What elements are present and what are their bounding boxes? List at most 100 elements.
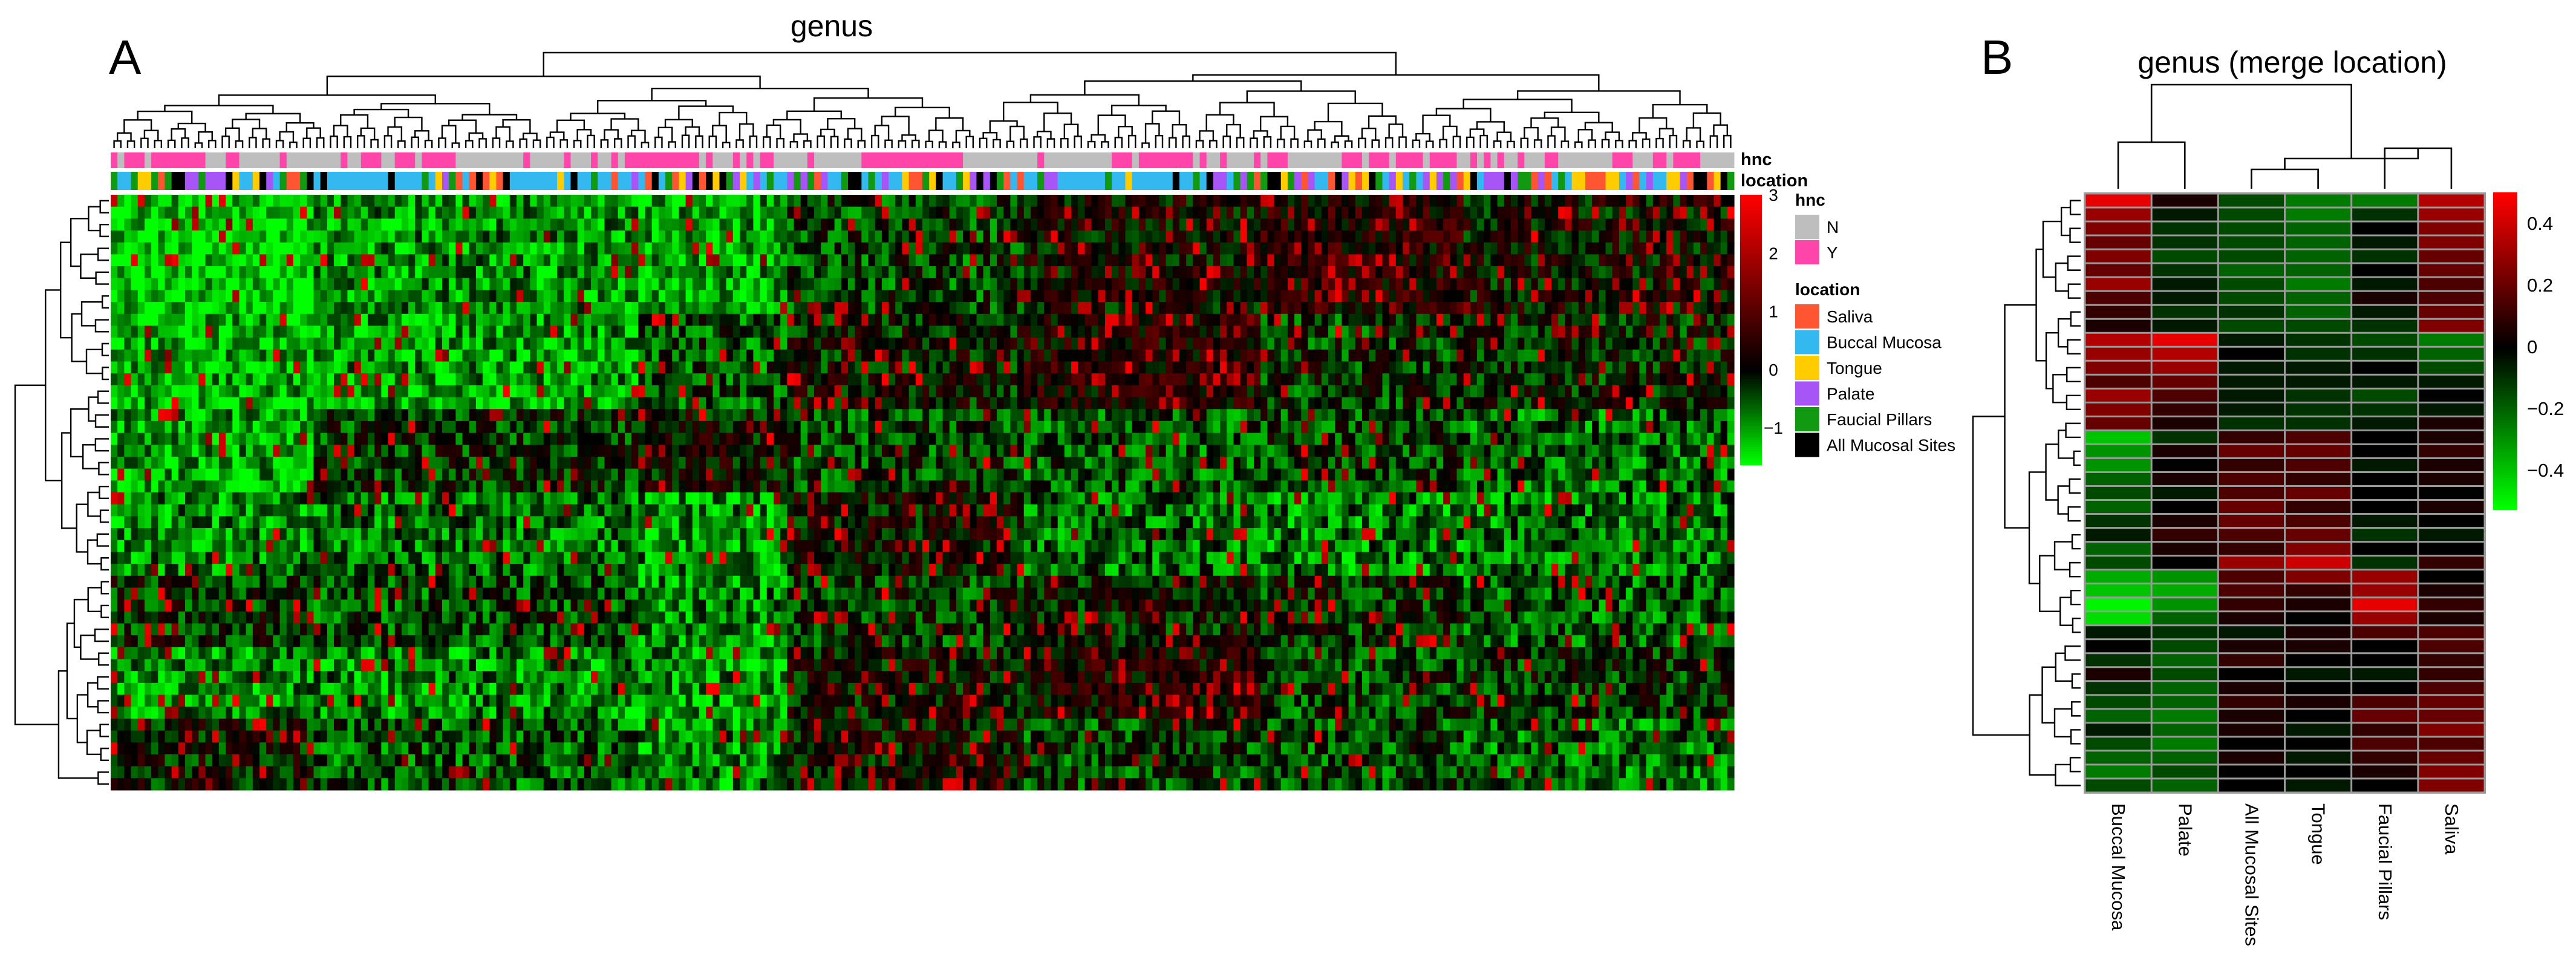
heatmap-cell [1030, 290, 1038, 302]
heatmap-cell [226, 242, 233, 255]
heatmap-cell [226, 254, 233, 267]
heatmap-cell [1328, 242, 1335, 255]
heatmap-cell [1693, 206, 1701, 219]
dendrogram-branch [249, 137, 257, 148]
heatmap-cell [1646, 254, 1654, 267]
heatmap-cell [997, 218, 1004, 231]
location-annotation-cell [584, 172, 592, 190]
heatmap-cell [266, 338, 273, 350]
heatmap-cell [489, 206, 497, 219]
heatmap-cell [895, 313, 903, 327]
heatmap-cell [1456, 218, 1464, 231]
heatmap-cell [570, 254, 578, 267]
heatmap-cell [827, 325, 835, 338]
heatmap-cell [794, 242, 801, 255]
location-annotation-cell [1037, 172, 1045, 190]
heatmap-cell [963, 195, 970, 207]
heatmap-cell [1166, 242, 1173, 255]
heatmap-cell [124, 218, 132, 231]
heatmap-cell [1253, 230, 1261, 243]
heatmap-cell [780, 397, 787, 410]
heatmap-cell [449, 361, 456, 374]
heatmap-cell [665, 278, 673, 291]
heatmap-cell [760, 266, 768, 279]
heatmap-cell [834, 290, 842, 302]
heatmap-cell [631, 373, 639, 386]
heatmap-cell [428, 195, 436, 207]
dendrogram-branch [911, 139, 920, 148]
heatmap-cell [990, 242, 997, 255]
heatmap-cell [712, 290, 720, 302]
dendrogram-branch [70, 218, 89, 267]
heatmap-cell [1308, 218, 1316, 231]
heatmap-cell [699, 361, 706, 374]
dendrogram-branch [383, 135, 393, 148]
dendrogram-branch [87, 491, 101, 517]
heatmap-cell [517, 302, 524, 315]
heatmap-cell [821, 242, 829, 255]
heatmap-cell [881, 242, 889, 255]
heatmap-cell [618, 195, 625, 207]
heatmap-cell [1348, 302, 1356, 315]
heatmap-cell [1612, 278, 1620, 291]
heatmap-cell [936, 373, 944, 386]
heatmap-cell [841, 313, 849, 327]
heatmap-cell [564, 278, 572, 291]
location-annotation-cell [483, 172, 490, 190]
heatmap-cell [435, 373, 443, 386]
heatmap-cell [949, 254, 957, 267]
heatmap-cell [1727, 325, 1735, 338]
heatmap-cell [517, 230, 524, 243]
heatmap-cell [787, 338, 795, 350]
heatmap-cell [313, 325, 321, 338]
heatmap-cell [401, 373, 409, 386]
heatmap-cell [1017, 230, 1025, 243]
heatmap-cell [469, 254, 477, 267]
heatmap-cell [1132, 218, 1140, 231]
heatmap-cell [1585, 290, 1593, 302]
heatmap-cell [1369, 206, 1376, 219]
heatmap-cell [908, 373, 916, 386]
dendrogram-branch [1452, 136, 1461, 148]
heatmap-cell [570, 361, 578, 374]
heatmap-cell [469, 338, 477, 350]
heatmap-cell [1179, 313, 1187, 327]
heatmap-cell [1639, 195, 1647, 207]
heatmap-cell [374, 338, 382, 350]
heatmap-cell [536, 218, 544, 231]
heatmap-cell [807, 397, 815, 410]
heatmap-cell [381, 373, 389, 386]
heatmap-cell [692, 385, 700, 398]
heatmap-cell [158, 373, 166, 386]
hnc-annotation-cell [1247, 152, 1254, 168]
heatmap-cell [1707, 206, 1715, 219]
heatmap-cell [868, 338, 876, 350]
heatmap-cell [341, 254, 348, 267]
heatmap-cell [1463, 195, 1471, 207]
heatmap-cell [591, 278, 598, 291]
heatmap-cell [367, 266, 375, 279]
heatmap-cell [523, 266, 530, 279]
heatmap-cell [1193, 290, 1201, 302]
heatmap-cell [841, 325, 849, 338]
heatmap-cell [435, 338, 443, 350]
heatmap-cell [192, 290, 199, 302]
heatmap-cell [841, 266, 849, 279]
hnc-annotation-cell [1003, 152, 1011, 168]
heatmap-cell [131, 397, 139, 410]
heatmap-cell [1321, 290, 1329, 302]
location-annotation-cell [861, 172, 869, 190]
heatmap-cell [760, 254, 768, 267]
heatmap-cell [334, 313, 341, 327]
heatmap-cell [462, 397, 470, 410]
heatmap-cell [1551, 278, 1559, 291]
heatmap-cell [766, 325, 774, 338]
heatmap-cell [1118, 278, 1126, 291]
heatmap-cell [1078, 195, 1085, 207]
dendrogram-branch [952, 142, 960, 148]
heatmap-cell [611, 373, 619, 386]
heatmap-cell [746, 385, 754, 398]
heatmap-cell [192, 302, 199, 315]
heatmap-cell [970, 206, 977, 219]
heatmap-cell [618, 361, 625, 374]
